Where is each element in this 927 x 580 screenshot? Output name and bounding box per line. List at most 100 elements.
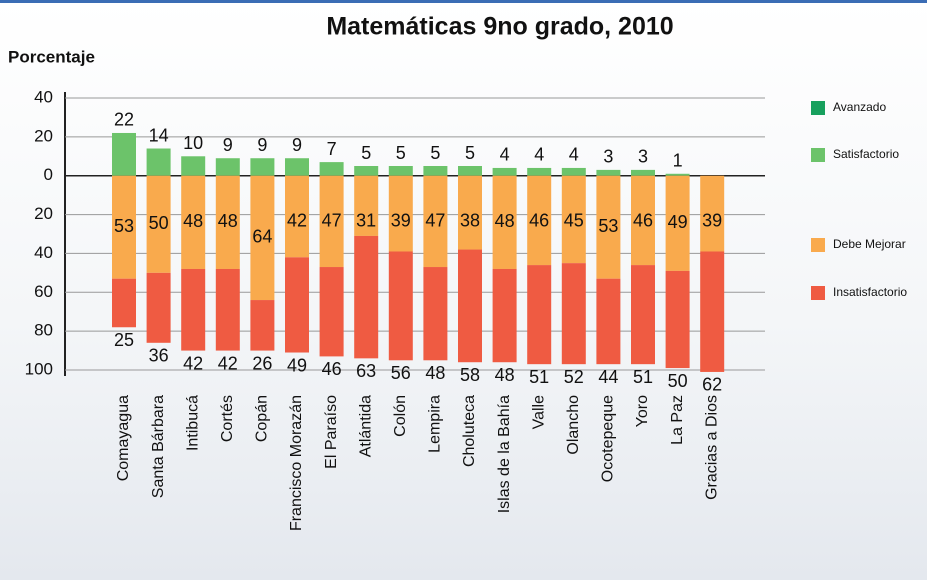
bar-segment bbox=[285, 158, 309, 176]
data-label: 51 bbox=[529, 367, 549, 387]
data-label: 4 bbox=[534, 145, 544, 165]
data-label: 26 bbox=[252, 353, 272, 373]
data-label: 39 bbox=[391, 210, 411, 230]
bar-segment bbox=[285, 257, 309, 353]
data-label: 42 bbox=[218, 353, 238, 373]
data-label: 36 bbox=[149, 346, 169, 366]
x-tick-label: Ocotepeque bbox=[600, 395, 617, 482]
bar-segment bbox=[388, 251, 413, 361]
bar-segment bbox=[458, 166, 482, 176]
data-label: 5 bbox=[465, 143, 475, 163]
data-label: 47 bbox=[322, 210, 342, 230]
x-tick-label: Cortés bbox=[219, 395, 236, 442]
y-tick-label: 80 bbox=[34, 321, 53, 340]
chart-title: Matemáticas 9no grado, 2010 bbox=[326, 13, 673, 41]
legend-swatch bbox=[811, 101, 825, 115]
x-tick-label: Copán bbox=[254, 395, 271, 442]
bar-segment bbox=[215, 175, 240, 269]
x-tick-label: Francisco Morazán bbox=[288, 395, 305, 531]
bar-segment bbox=[700, 175, 725, 252]
data-label: 22 bbox=[114, 110, 134, 130]
data-label: 5 bbox=[396, 143, 406, 163]
x-tick-label: Choluteca bbox=[461, 395, 478, 467]
x-tick-label: Comayagua bbox=[115, 395, 132, 481]
bar-segment bbox=[250, 158, 275, 176]
x-tick-label: Valle bbox=[530, 395, 547, 429]
bar-segment bbox=[215, 268, 240, 351]
x-tick-label: Intibucá bbox=[184, 395, 201, 451]
bar-segment bbox=[700, 251, 725, 372]
data-label: 53 bbox=[114, 216, 134, 236]
data-label: 49 bbox=[668, 212, 688, 232]
bar-segment bbox=[423, 175, 448, 268]
bar-segment bbox=[492, 175, 517, 269]
data-label: 50 bbox=[149, 213, 169, 233]
bar-segment bbox=[596, 175, 621, 279]
data-label: 1 bbox=[673, 151, 683, 171]
x-tick-label: Olancho bbox=[565, 395, 582, 455]
bar-segment bbox=[458, 175, 482, 250]
data-label: 45 bbox=[564, 210, 584, 230]
bar-segment bbox=[561, 167, 586, 176]
bar-segment bbox=[319, 162, 344, 176]
bar-segment bbox=[215, 158, 240, 176]
bar-segment bbox=[527, 167, 552, 176]
x-tick-label: Santa Bárbara bbox=[150, 395, 167, 498]
data-label: 5 bbox=[361, 143, 371, 163]
y-tick-label: 20 bbox=[34, 204, 53, 223]
bar-segment bbox=[388, 166, 413, 176]
legend-swatch bbox=[811, 238, 825, 252]
legend-label: Avanzado bbox=[833, 100, 886, 114]
x-tick-label: Colón bbox=[392, 395, 409, 437]
data-label: 9 bbox=[223, 135, 233, 155]
bar-segment bbox=[492, 167, 517, 176]
bar-segment bbox=[423, 267, 448, 361]
data-label: 47 bbox=[425, 210, 445, 230]
x-tick-label: Yoro bbox=[634, 395, 651, 427]
y-tick-label: 40 bbox=[34, 87, 53, 106]
bar-segment bbox=[250, 300, 275, 351]
x-tick-label: El Paraíso bbox=[323, 395, 340, 469]
data-label: 5 bbox=[430, 143, 440, 163]
data-label: 7 bbox=[327, 139, 337, 159]
data-label: 10 bbox=[183, 133, 203, 153]
bar-segment bbox=[146, 272, 171, 343]
bar-segment bbox=[181, 268, 206, 351]
data-label: 38 bbox=[460, 210, 480, 230]
bar-segment bbox=[354, 175, 379, 236]
bar-segment bbox=[631, 175, 655, 266]
bar-segment bbox=[665, 173, 690, 176]
bar-segment bbox=[561, 263, 586, 365]
bar-segment bbox=[146, 148, 171, 176]
legend-label: Satisfactorio bbox=[833, 147, 899, 161]
data-label: 25 bbox=[114, 330, 134, 350]
data-label: 46 bbox=[529, 210, 549, 230]
data-label: 58 bbox=[460, 365, 480, 385]
data-label: 46 bbox=[633, 210, 653, 230]
bar-segment bbox=[561, 175, 586, 264]
data-label: 31 bbox=[356, 210, 376, 230]
bar-segment bbox=[527, 175, 552, 266]
data-label: 42 bbox=[287, 210, 307, 230]
bar-segment bbox=[665, 270, 690, 369]
y-tick-label: 40 bbox=[34, 243, 53, 262]
data-label: 62 bbox=[702, 375, 722, 395]
data-label: 3 bbox=[603, 147, 613, 167]
x-tick-label: Lempira bbox=[427, 395, 444, 453]
bar-segment bbox=[112, 278, 136, 328]
data-label: 9 bbox=[257, 135, 267, 155]
bar-segment bbox=[527, 265, 552, 365]
data-label: 4 bbox=[569, 145, 579, 165]
data-label: 48 bbox=[183, 211, 203, 231]
bar-segment bbox=[596, 169, 621, 176]
legend-swatch bbox=[811, 286, 825, 300]
data-label: 63 bbox=[356, 361, 376, 381]
data-label: 51 bbox=[633, 367, 653, 387]
bar-segment bbox=[146, 175, 171, 273]
data-label: 14 bbox=[149, 125, 169, 145]
data-label: 48 bbox=[425, 363, 445, 383]
bar-segment bbox=[112, 132, 136, 176]
bar-segment bbox=[354, 166, 379, 176]
x-tick-label: La Paz bbox=[669, 395, 686, 445]
data-label: 50 bbox=[668, 371, 688, 391]
